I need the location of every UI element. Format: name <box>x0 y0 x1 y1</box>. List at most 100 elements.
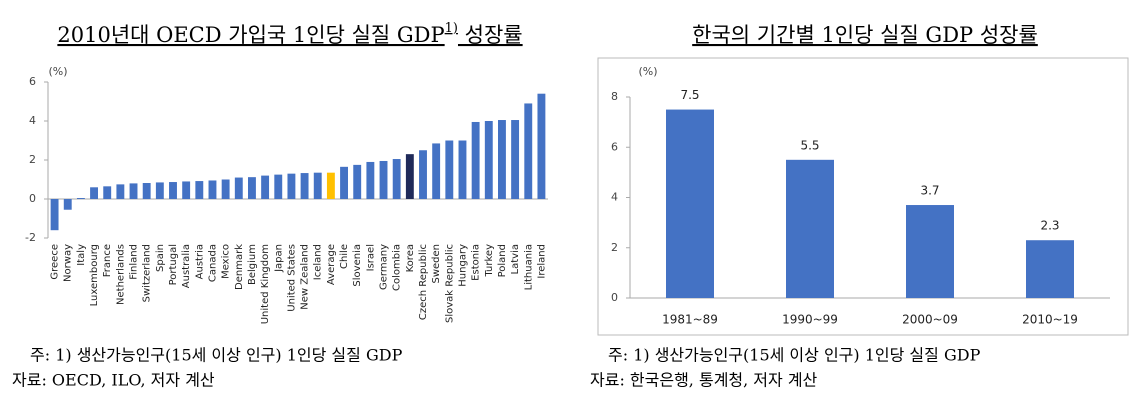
x-tick-label: Austria <box>194 244 205 279</box>
bar <box>116 184 125 199</box>
bar <box>366 161 375 199</box>
x-tick-label: Korea <box>405 244 416 272</box>
bar <box>353 164 362 199</box>
bar <box>484 121 493 199</box>
y-tick-label: 6 <box>611 140 618 153</box>
bar <box>511 120 520 199</box>
bar <box>274 174 283 199</box>
title-part: 한국의 기간별 1인당 실질 GDP 성장률 <box>692 23 1038 47</box>
x-tick-label: United States <box>286 244 297 312</box>
y-tick-label: 0 <box>611 291 618 304</box>
bar <box>405 154 414 199</box>
bar <box>234 177 243 199</box>
bar <box>786 159 834 298</box>
y-tick-label: -2 <box>25 231 36 244</box>
x-tick-label: Ireland <box>536 244 547 279</box>
value-label: 3.7 <box>920 184 939 198</box>
bar <box>445 140 454 199</box>
x-tick-label: Germany <box>379 244 390 290</box>
value-label: 2.3 <box>1040 219 1059 233</box>
bar <box>392 159 401 199</box>
x-tick-label: Portugal <box>168 244 179 285</box>
bar <box>103 186 112 199</box>
x-tick-label: Turkey <box>484 244 495 278</box>
unit-label: (%) <box>638 65 657 78</box>
y-tick-label: 2 <box>29 153 36 166</box>
x-tick-label: Switzerland <box>142 244 153 302</box>
bar <box>419 150 427 199</box>
x-tick-label: Czech Republic <box>418 244 429 320</box>
bar <box>906 205 954 298</box>
bar <box>471 121 480 199</box>
x-tick-label: Finland <box>129 244 140 280</box>
x-tick-label: Chile <box>339 244 350 269</box>
bar <box>1026 240 1074 298</box>
bar <box>90 187 98 199</box>
bar <box>432 143 441 199</box>
bar <box>155 182 164 199</box>
note: 자료: 한국은행, 통계청, 저자 계산 <box>590 371 818 390</box>
note: 주: 1) 생산가능인구(15세 이상 인구) 1인당 실질 GDP <box>30 346 403 365</box>
y-tick-label: 6 <box>29 75 36 88</box>
bar <box>208 180 217 199</box>
x-tick-label: Norway <box>63 244 74 282</box>
x-tick-label: Israel <box>365 244 376 271</box>
chart-title: 한국의 기간별 1인당 실질 GDP 성장률 <box>692 23 1038 47</box>
x-tick-label: France <box>102 244 113 277</box>
x-tick-label: Japan <box>273 244 284 273</box>
x-tick-label: United Kingdom <box>260 244 271 324</box>
bar <box>313 172 322 199</box>
y-tick-label: 0 <box>29 192 36 205</box>
x-tick-label: Netherlands <box>115 244 126 305</box>
y-tick-label: 4 <box>611 191 618 204</box>
x-tick-label: Iceland <box>313 244 324 280</box>
bar <box>537 93 546 199</box>
x-tick-label: Canada <box>207 244 218 282</box>
x-tick-label: Hungary <box>457 244 468 287</box>
x-tick-label: Mexico <box>221 244 232 279</box>
x-tick-label: 2010~19 <box>1022 313 1078 327</box>
bar <box>248 177 256 199</box>
bar <box>524 103 533 199</box>
x-tick-label: Poland <box>497 244 508 277</box>
x-tick-label: Belgium <box>247 244 258 285</box>
bar <box>340 166 348 199</box>
note: 자료: OECD, ILO, 저자 계산 <box>12 371 215 390</box>
bar <box>221 179 230 199</box>
bar <box>76 198 85 199</box>
chart-frame <box>597 57 1129 336</box>
x-tick-label: Latvia <box>510 244 521 274</box>
x-tick-label: Slovenia <box>352 244 363 287</box>
x-tick-label: 2000~09 <box>902 313 958 327</box>
x-tick-label: 1981~89 <box>662 313 718 327</box>
y-tick-label: 2 <box>611 241 618 254</box>
x-tick-label: Denmark <box>234 244 245 290</box>
bar <box>63 199 72 210</box>
x-tick-label: Slovak Republic <box>444 244 455 323</box>
bar <box>142 183 151 199</box>
x-tick-label: New Zealand <box>300 244 311 310</box>
bar <box>182 181 191 199</box>
chart-title: 2010년대 OECD 가입국 1인당 실질 GDP1) 성장률 <box>57 21 522 47</box>
bar <box>666 109 714 298</box>
unit-label: (%) <box>48 65 67 78</box>
title-part: 1) <box>445 21 458 36</box>
y-tick-label: 8 <box>611 90 618 103</box>
bar <box>261 175 270 199</box>
bar <box>458 140 467 199</box>
x-tick-label: Australia <box>181 244 192 288</box>
bar <box>326 172 335 199</box>
bar <box>169 182 177 199</box>
title-part: 성장률 <box>458 23 523 47</box>
bar <box>195 181 204 199</box>
note: 주: 1) 생산가능인구(15세 이상 인구) 1인당 실질 GDP <box>608 346 981 365</box>
bar <box>50 199 59 231</box>
y-tick-label: 4 <box>29 114 36 127</box>
x-tick-label: Greece <box>50 244 61 280</box>
x-tick-label: Italy <box>76 244 87 266</box>
title-part: 2010년대 OECD 가입국 1인당 실질 GDP <box>57 23 444 47</box>
x-tick-label: Lithuania <box>523 244 534 290</box>
bar <box>300 173 309 199</box>
x-tick-label: Spain <box>155 244 166 272</box>
